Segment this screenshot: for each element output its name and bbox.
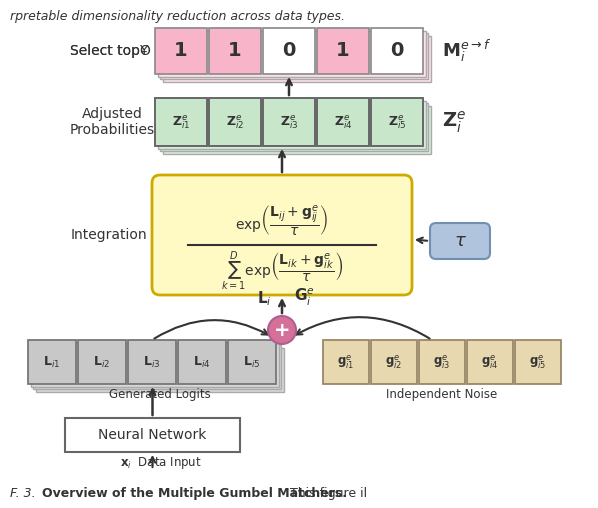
- FancyBboxPatch shape: [263, 28, 315, 74]
- Text: $\tau$: $\tau$: [453, 232, 466, 250]
- FancyBboxPatch shape: [419, 340, 465, 384]
- Text: $\mathbf{L}_{i1}$: $\mathbf{L}_{i1}$: [44, 355, 60, 369]
- Text: $\sum_{k=1}^{D}\exp\!\left(\dfrac{\mathbf{L}_{ik}+\mathbf{g}_{ik}^{e}}{\tau}\rig: $\sum_{k=1}^{D}\exp\!\left(\dfrac{\mathb…: [221, 249, 343, 293]
- FancyBboxPatch shape: [152, 175, 412, 295]
- FancyBboxPatch shape: [160, 103, 428, 151]
- Text: $\mathbf{Z}_{i4}^{e}$: $\mathbf{Z}_{i4}^{e}$: [334, 113, 352, 131]
- FancyBboxPatch shape: [515, 340, 561, 384]
- Text: Independent Noise: Independent Noise: [386, 388, 498, 401]
- Text: Select topҰ: Select topҰ: [69, 44, 148, 58]
- FancyBboxPatch shape: [371, 340, 417, 384]
- Text: Select topO: Select topO: [70, 44, 151, 58]
- Text: $\mathbf{L}_{i5}$: $\mathbf{L}_{i5}$: [243, 355, 261, 369]
- Circle shape: [268, 316, 296, 344]
- FancyBboxPatch shape: [430, 223, 490, 259]
- FancyBboxPatch shape: [155, 28, 207, 74]
- FancyBboxPatch shape: [371, 28, 423, 74]
- FancyBboxPatch shape: [178, 340, 226, 384]
- Text: $\mathbf{g}_{i2}^{e}$: $\mathbf{g}_{i2}^{e}$: [385, 353, 402, 371]
- FancyBboxPatch shape: [371, 98, 423, 146]
- Text: Neural Network: Neural Network: [98, 428, 207, 442]
- Text: $\mathbf{L}_{i2}$: $\mathbf{L}_{i2}$: [93, 355, 111, 369]
- FancyBboxPatch shape: [163, 106, 431, 153]
- Text: Generated Logits: Generated Logits: [109, 388, 211, 401]
- FancyBboxPatch shape: [65, 418, 240, 452]
- FancyBboxPatch shape: [28, 340, 76, 384]
- FancyBboxPatch shape: [209, 98, 261, 146]
- Text: $\mathbf{Z}_{i5}^{e}$: $\mathbf{Z}_{i5}^{e}$: [388, 113, 406, 131]
- FancyBboxPatch shape: [317, 28, 369, 74]
- Text: 0: 0: [390, 42, 404, 60]
- Text: $\mathbf{x}_i$  Data Input: $\mathbf{x}_i$ Data Input: [120, 455, 202, 471]
- Text: $\exp\!\left(\dfrac{\mathbf{L}_{ij}+\mathbf{g}_{ij}^{e}}{\tau}\right)$: $\exp\!\left(\dfrac{\mathbf{L}_{ij}+\mat…: [236, 204, 328, 238]
- FancyBboxPatch shape: [78, 340, 126, 384]
- Text: $\mathbf{G}_i^e$: $\mathbf{G}_i^e$: [294, 287, 315, 308]
- FancyBboxPatch shape: [157, 101, 426, 148]
- Text: $\mathbf{L}_{i4}$: $\mathbf{L}_{i4}$: [193, 355, 210, 369]
- Text: Overview of the Multiple Gumbel Matchers.: Overview of the Multiple Gumbel Matchers…: [42, 487, 347, 500]
- FancyBboxPatch shape: [163, 36, 431, 81]
- Text: $\mathbf{L}_i$: $\mathbf{L}_i$: [257, 289, 271, 308]
- Text: 1: 1: [336, 42, 350, 60]
- Text: $\mathbf{Z}_{i3}^{e}$: $\mathbf{Z}_{i3}^{e}$: [280, 113, 298, 131]
- Text: $\mathbf{Z}_{i1}^{e}$: $\mathbf{Z}_{i1}^{e}$: [172, 113, 190, 131]
- FancyBboxPatch shape: [35, 347, 283, 392]
- FancyBboxPatch shape: [128, 340, 176, 384]
- FancyBboxPatch shape: [228, 340, 276, 384]
- FancyBboxPatch shape: [33, 345, 281, 389]
- Text: $\mathbf{g}_{i4}^{e}$: $\mathbf{g}_{i4}^{e}$: [481, 353, 499, 371]
- Text: $\mathbf{g}_{i3}^{e}$: $\mathbf{g}_{i3}^{e}$: [434, 353, 451, 371]
- Text: 1: 1: [174, 42, 188, 60]
- Text: +: +: [274, 321, 290, 339]
- Text: This figure il: This figure il: [290, 487, 367, 500]
- Text: $\mathbf{Z}_{i2}^{e}$: $\mathbf{Z}_{i2}^{e}$: [226, 113, 244, 131]
- Text: Integration: Integration: [71, 228, 147, 242]
- FancyBboxPatch shape: [157, 30, 426, 77]
- Text: $\mathbf{Z}_i^{e}$: $\mathbf{Z}_i^{e}$: [442, 109, 466, 135]
- Text: $\mathbf{M}_i^{e \to f}$: $\mathbf{M}_i^{e \to f}$: [442, 38, 492, 64]
- Text: Adjusted
Probabilities: Adjusted Probabilities: [70, 107, 155, 137]
- Text: 1: 1: [228, 42, 242, 60]
- FancyBboxPatch shape: [209, 28, 261, 74]
- Text: $\mathbf{L}_{i3}$: $\mathbf{L}_{i3}$: [144, 355, 161, 369]
- FancyBboxPatch shape: [155, 98, 207, 146]
- Text: 0: 0: [282, 42, 295, 60]
- Text: rpretable dimensionality reduction across data types.: rpretable dimensionality reduction acros…: [10, 10, 345, 23]
- Text: $\mathbf{g}_{i5}^{e}$: $\mathbf{g}_{i5}^{e}$: [529, 353, 547, 371]
- FancyBboxPatch shape: [160, 33, 428, 79]
- Text: $\mathbf{g}_{i1}^{e}$: $\mathbf{g}_{i1}^{e}$: [337, 353, 355, 371]
- FancyBboxPatch shape: [467, 340, 513, 384]
- FancyBboxPatch shape: [317, 98, 369, 146]
- FancyBboxPatch shape: [323, 340, 369, 384]
- FancyBboxPatch shape: [30, 342, 279, 387]
- Text: F. 3.: F. 3.: [10, 487, 36, 500]
- FancyBboxPatch shape: [263, 98, 315, 146]
